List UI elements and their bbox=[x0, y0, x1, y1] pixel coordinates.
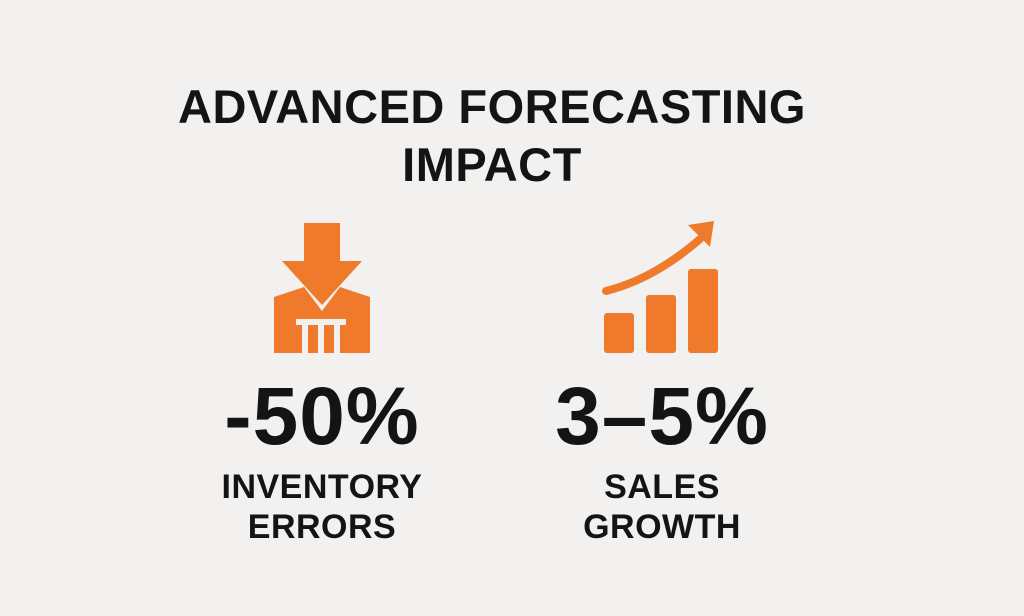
inventory-errors-label-line-1: INVENTORY bbox=[221, 468, 423, 506]
stat-sales-growth: 3–5% SALES GROWTH bbox=[512, 215, 812, 547]
stat-inventory-errors: -50% INVENTORY ERRORS bbox=[172, 215, 472, 547]
page-title: ADVANCED FORECASTING IMPACT bbox=[0, 78, 984, 194]
sales-growth-value: 3–5% bbox=[555, 371, 769, 462]
title-line-2: IMPACT bbox=[402, 138, 582, 191]
inventory-errors-value: -50% bbox=[224, 371, 420, 462]
growth-bar-chart-icon bbox=[602, 221, 718, 353]
down-arrow-warehouse-icon bbox=[274, 223, 370, 353]
title-line-1: ADVANCED FORECASTING bbox=[178, 80, 806, 133]
sales-growth-label: SALES GROWTH bbox=[512, 467, 812, 547]
inventory-errors-label-line-2: ERRORS bbox=[247, 508, 397, 546]
sales-growth-label-line-1: SALES bbox=[604, 468, 720, 506]
sales-growth-label-line-2: GROWTH bbox=[583, 508, 741, 546]
inventory-errors-label: INVENTORY ERRORS bbox=[172, 467, 472, 547]
